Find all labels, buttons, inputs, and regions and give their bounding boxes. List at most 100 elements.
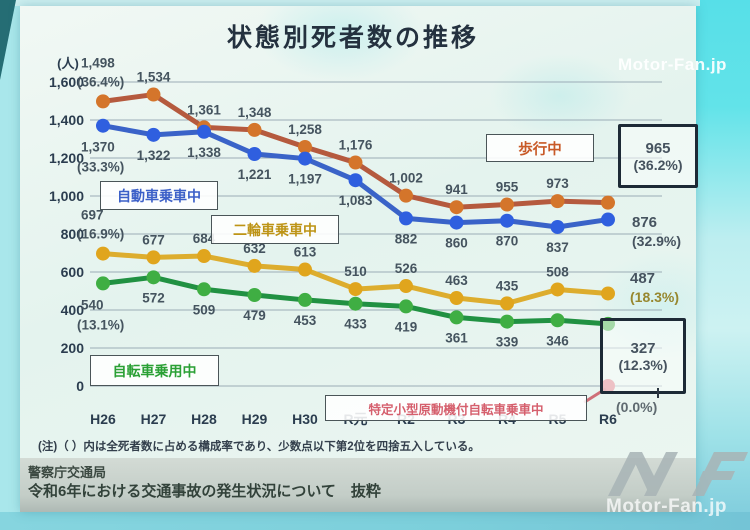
y-axis-tick: 600 [61,264,85,280]
data-label: 1,361 [187,102,221,117]
data-point [96,94,110,109]
data-label: 1,322 [137,148,171,163]
y-axis-tick: 1,000 [49,188,84,204]
series-label-pedestrian-text: 歩行中 [518,141,562,158]
series-label-specified-small-moped-text: 特定小型原動機付自転車乗車中 [368,402,544,417]
data-point [399,279,413,294]
y-axis-tick: 1,400 [49,112,84,128]
data-label: 973 [546,176,569,191]
series-label-pedestrian: 歩行中 [486,134,594,162]
data-point [247,122,262,137]
data-label: 463 [445,273,468,288]
y-axis-tick: 400 [61,302,85,318]
data-point [348,296,363,311]
x-axis-tick: R6 [599,411,617,427]
data-label: 361 [445,330,468,345]
data-label: 632 [243,241,266,256]
data-point [96,246,110,261]
data-label: 1,197 [288,172,322,187]
moped-end-pct: (0.0%) [616,399,658,415]
data-point [550,282,565,297]
y-axis-tick: 1,200 [49,150,84,166]
data-label: 613 [294,245,317,260]
data-point [146,87,161,102]
pedestrian-end-pct: (36.2%) [633,156,683,173]
data-label: 684 [193,231,216,246]
data-point [298,151,312,166]
series-label-bicycle-text: 自転車乗用中 [112,362,197,379]
data-point [449,200,464,215]
data-label: (33.3%) [77,160,124,175]
data-point [348,282,363,297]
data-point [550,219,565,234]
data-point [146,270,161,285]
series-label-motorcycle: 二輪車乗車中 [211,215,339,244]
data-point [601,286,615,301]
data-label: 1,176 [339,138,373,153]
data-label: 479 [243,308,266,323]
fatalities-line-chart: 0 200 400 600 800 1,000 1,200 1,400 1,600 (人) H26 H… [49,55,662,427]
data-label: 509 [193,302,216,317]
data-label: 510 [344,264,367,279]
data-label: 860 [445,236,468,251]
data-label: 508 [546,264,569,279]
bicycle-end-callout: 327 (12.3%) [600,318,686,394]
data-point [399,299,413,314]
page-title: 状態別死者数の推移 [226,24,479,52]
data-point [146,127,161,142]
data-label: 837 [546,240,569,255]
data-label: 540 [81,297,104,312]
data-point [449,215,464,230]
data-label: (13.1%) [77,317,124,332]
data-point [146,250,161,265]
data-point [96,276,110,291]
source-document: 令和6年における交通事故の発生状況について 抜粋 [28,483,381,500]
data-label: 1,338 [187,145,221,160]
data-point [500,213,514,228]
watermark-bottom-right: Motor-Fan.jp [606,496,728,517]
data-point [298,292,312,307]
data-point [298,262,312,277]
data-label: 870 [496,234,519,249]
data-label: 1,083 [339,193,373,208]
car-end-label: 876 (32.9%) [632,214,681,250]
y-axis-tick: 1,600 [49,74,84,90]
data-label: 346 [546,333,569,348]
data-point [601,212,615,227]
data-label: 955 [496,180,519,195]
data-point [500,314,514,329]
data-point [247,258,262,273]
pedestrian-end-callout: 965 (36.2%) [618,124,698,188]
footer-band: 警察庁交通局 令和6年における交通事故の発生状況について 抜粋 [20,458,696,512]
data-point [197,282,211,297]
data-label: 1,221 [238,167,272,182]
data-label: 941 [445,182,468,197]
x-axis-tick: H30 [292,411,318,427]
series-label-bicycle: 自転車乗用中 [90,355,219,386]
data-point [399,211,413,226]
data-label: 677 [142,232,165,247]
data-label: 435 [496,278,519,293]
data-point [399,188,413,203]
bicycle-end-value: 327 [630,339,656,357]
y-axis-tick: 200 [61,340,85,356]
data-point [247,287,262,302]
data-label: 1,348 [238,105,272,120]
background-cyan-right [694,0,750,530]
data-label: (16.9%) [77,227,124,242]
motorcycle-end-label: 487 (18.3%) [630,270,679,306]
data-point [449,310,464,325]
data-label: 433 [344,317,367,332]
data-label: 1,534 [137,70,171,85]
bicycle-callout-tick [657,388,659,398]
watermark-top-right: Motor-Fan.jp [618,55,727,74]
y-axis-tick: 0 [76,378,84,394]
data-point [197,249,211,264]
data-label: 697 [81,208,104,223]
series-label-car-occupant: 自動車乗車中 [100,181,218,210]
motor-fan-logo-icon [608,452,748,496]
source-organization: 警察庁交通局 [28,465,107,480]
car-end-value: 876 [632,214,658,231]
bicycle-end-pct: (12.3%) [618,356,668,373]
motorcycle-end-pct: (18.3%) [630,289,680,305]
